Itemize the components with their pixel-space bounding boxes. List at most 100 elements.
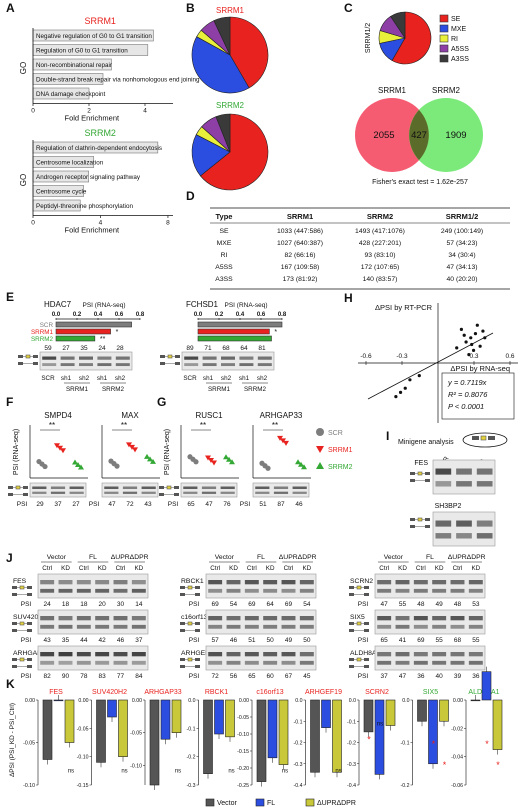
- venn-right-title: SRRM2: [432, 86, 461, 95]
- j-psi: 64: [267, 601, 275, 608]
- table-cell: 249 (100:149): [441, 228, 483, 235]
- j-lane-label: KD: [266, 565, 275, 572]
- pie-srrm12-slice-0: [391, 11, 432, 65]
- j-psi: 68: [454, 637, 462, 644]
- h-point: [394, 395, 398, 399]
- j-psi: 50: [267, 637, 275, 644]
- panel-f-exon: [23, 486, 28, 489]
- j-psi: 14: [135, 601, 143, 608]
- fchsd1-tick: 0.0: [194, 312, 203, 318]
- j-gene: SCRN2: [350, 578, 373, 585]
- j-group-label: FL: [257, 554, 265, 561]
- k-tick-label: -0.05: [77, 726, 89, 732]
- fchsd1-axis-title: PSI (RNA-seq): [225, 302, 268, 309]
- hdac7-band: [42, 356, 57, 360]
- j-SUV420H2-exon: [27, 629, 32, 632]
- table-cell: RI: [221, 252, 228, 259]
- go-srrm2-term: Centrosome localization: [36, 160, 104, 167]
- h-tick-label: 0.3: [469, 353, 478, 360]
- panel-f-point: [72, 459, 78, 465]
- j-ARHGEF19-band: [299, 652, 314, 657]
- k-tick-label: 0.00: [453, 698, 463, 704]
- table-cell: SE: [219, 228, 229, 235]
- table-header: Type: [216, 212, 233, 221]
- j-SCRN2-exon: [356, 585, 362, 590]
- j-group-label: ΔUPRΔDPR: [279, 554, 317, 561]
- hdac7-tick: 0.6: [115, 312, 124, 318]
- k-gene: SUV420H2: [92, 689, 127, 696]
- h-xlabel: ΔPSI by RNA-seq: [450, 364, 510, 373]
- j-psi: 47: [399, 673, 407, 680]
- hdac7-band: [115, 363, 130, 367]
- go-srrm1-term: Negative regulation of G0 to G1 transiti…: [36, 33, 152, 40]
- table-cell: 57 (34:23): [447, 240, 478, 247]
- j-SUV420H2-band: [131, 616, 146, 621]
- j-c16orf13-band: [244, 616, 259, 621]
- panel-b: B SRRM1 SRRM2: [186, 1, 269, 191]
- hdac7-band: [60, 363, 75, 367]
- j-SCRN2-exon: [349, 593, 354, 596]
- j-c16orf13-band: [208, 624, 223, 629]
- j-FES-band: [95, 580, 110, 585]
- hdac7-legend: SRRM1: [31, 329, 54, 336]
- j-RBCK1-band: [299, 588, 314, 593]
- panel-g-ylabel: PSI (RNA-seq): [164, 429, 171, 475]
- j-FES-band: [76, 588, 91, 593]
- panel-g-point: [193, 459, 199, 465]
- j-SUV420H2-band: [76, 624, 91, 629]
- j-psi: 18: [80, 601, 88, 608]
- panel-g-gene: ARHGAP33: [260, 411, 303, 420]
- j-SCRN2-band: [450, 580, 465, 585]
- panel-letter: E: [6, 290, 14, 304]
- venn-overlap: [409, 110, 429, 160]
- j-psi-label: PSI: [21, 637, 32, 644]
- panel-g-exon: [174, 486, 179, 489]
- hdac7-exon: [33, 355, 38, 358]
- panel-g-0-band: [201, 486, 217, 490]
- k-bar: [278, 699, 289, 765]
- panel-f-psi-label: PSI: [89, 501, 100, 508]
- j-lane-label: KD: [134, 565, 143, 572]
- j-psi: 48: [417, 601, 425, 608]
- h-tick-label: -0.3: [396, 353, 408, 360]
- j-SIX5-band: [432, 616, 447, 621]
- j-c16orf13-band: [299, 624, 314, 629]
- k-bar: [332, 699, 342, 773]
- k-ns: ns: [282, 768, 288, 774]
- h-stats-box: [441, 372, 515, 420]
- table-cell: 173 (81:92): [283, 276, 318, 283]
- j-psi: 35: [62, 637, 70, 644]
- panel-g-sig: **: [272, 421, 278, 430]
- hdac7-gene: HDAC7: [44, 300, 72, 309]
- k-bar: [53, 699, 64, 702]
- fchsd1-lane: sh1: [203, 375, 214, 382]
- panel-g-exon: [159, 486, 164, 489]
- panel-letter: J: [6, 551, 13, 565]
- j-FES-band: [76, 580, 91, 585]
- table-cell: 172 (107:65): [361, 264, 400, 271]
- k-tick-label: 0.0: [349, 698, 356, 704]
- i-fes-exon: [425, 472, 430, 475]
- j-SCRN2-band: [432, 580, 447, 585]
- j-ARHGEF19-band: [226, 652, 241, 657]
- legend-label: A5SS: [451, 46, 469, 53]
- j-ARHGAP33-exon: [27, 658, 32, 661]
- j-ARHGAP33-band: [113, 652, 128, 657]
- panel-g-psi: 47: [205, 501, 213, 508]
- k-tick-label: -0.10: [77, 755, 89, 761]
- legend-label: MXE: [451, 26, 467, 33]
- fchsd1-exon: [175, 362, 180, 365]
- j-ALDH8A1-band: [377, 652, 392, 657]
- i-fes-exon: [410, 479, 415, 482]
- i-sh3bp2-band: [435, 520, 452, 527]
- panel-g-1-band: [273, 486, 289, 490]
- h-point: [464, 340, 468, 344]
- j-psi: 57: [212, 637, 220, 644]
- j-c16orf13-exon: [180, 629, 185, 632]
- k-tick-label: -0.10: [23, 783, 35, 789]
- j-c16orf13-band: [244, 624, 259, 629]
- j-SCRN2-band: [413, 580, 428, 585]
- k-tick-label: -0.3: [347, 762, 356, 768]
- go-srrm1-title: SRRM1: [84, 16, 116, 26]
